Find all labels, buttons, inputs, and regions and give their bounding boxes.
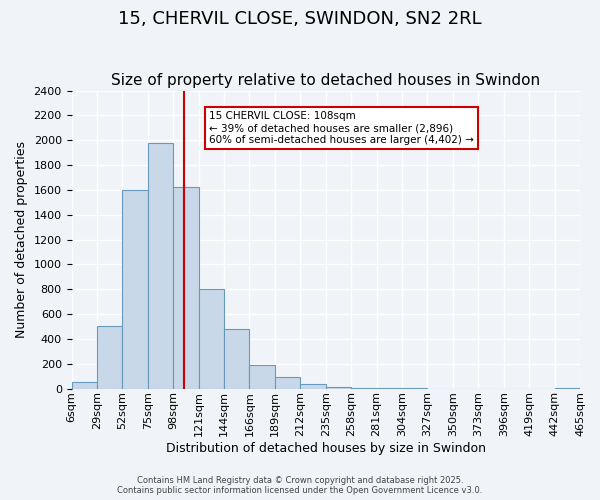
Bar <box>97 326 122 388</box>
Bar <box>122 190 148 388</box>
Text: Contains HM Land Registry data © Crown copyright and database right 2025.
Contai: Contains HM Land Registry data © Crown c… <box>118 476 482 495</box>
Bar <box>173 188 199 388</box>
Y-axis label: Number of detached properties: Number of detached properties <box>15 141 28 338</box>
Bar <box>71 382 97 388</box>
Text: 15 CHERVIL CLOSE: 108sqm
← 39% of detached houses are smaller (2,896)
60% of sem: 15 CHERVIL CLOSE: 108sqm ← 39% of detach… <box>209 112 473 144</box>
Bar <box>224 329 250 388</box>
Text: 15, CHERVIL CLOSE, SWINDON, SN2 2RL: 15, CHERVIL CLOSE, SWINDON, SN2 2RL <box>118 10 482 28</box>
Bar <box>301 384 326 388</box>
X-axis label: Distribution of detached houses by size in Swindon: Distribution of detached houses by size … <box>166 442 486 455</box>
Bar <box>148 142 173 388</box>
Bar <box>275 378 301 388</box>
Bar <box>199 289 224 388</box>
Title: Size of property relative to detached houses in Swindon: Size of property relative to detached ho… <box>111 73 541 88</box>
Bar <box>250 365 275 388</box>
